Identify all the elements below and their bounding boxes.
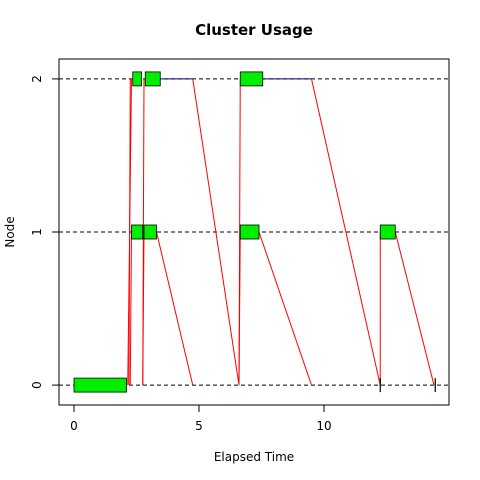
link-line-2 bbox=[130, 232, 131, 385]
task-bar-3 bbox=[132, 225, 143, 239]
task-bar-4 bbox=[144, 225, 157, 239]
task-bar-7 bbox=[380, 225, 395, 239]
task-bar-1 bbox=[133, 72, 142, 86]
link-line-12 bbox=[395, 232, 434, 385]
link-line-9 bbox=[259, 232, 312, 385]
link-line-5 bbox=[157, 232, 193, 385]
y-tick-label-2: 2 bbox=[30, 75, 44, 83]
task-bar-2 bbox=[145, 72, 160, 86]
y-tick-label-1: 1 bbox=[30, 228, 44, 236]
task-bar-0 bbox=[74, 378, 127, 392]
task-bar-6 bbox=[240, 225, 259, 239]
x-tick-label-5: 5 bbox=[195, 419, 203, 433]
x-axis-label: Elapsed Time bbox=[214, 450, 294, 464]
chart-title: Cluster Usage bbox=[195, 21, 313, 39]
x-tick-label-0: 0 bbox=[70, 419, 78, 433]
y-tick-label-0: 0 bbox=[30, 381, 44, 389]
link-line-1 bbox=[129, 79, 130, 385]
task-bar-5 bbox=[240, 72, 263, 86]
y-axis-label: Node bbox=[3, 216, 17, 247]
x-tick-label-10: 10 bbox=[316, 419, 331, 433]
